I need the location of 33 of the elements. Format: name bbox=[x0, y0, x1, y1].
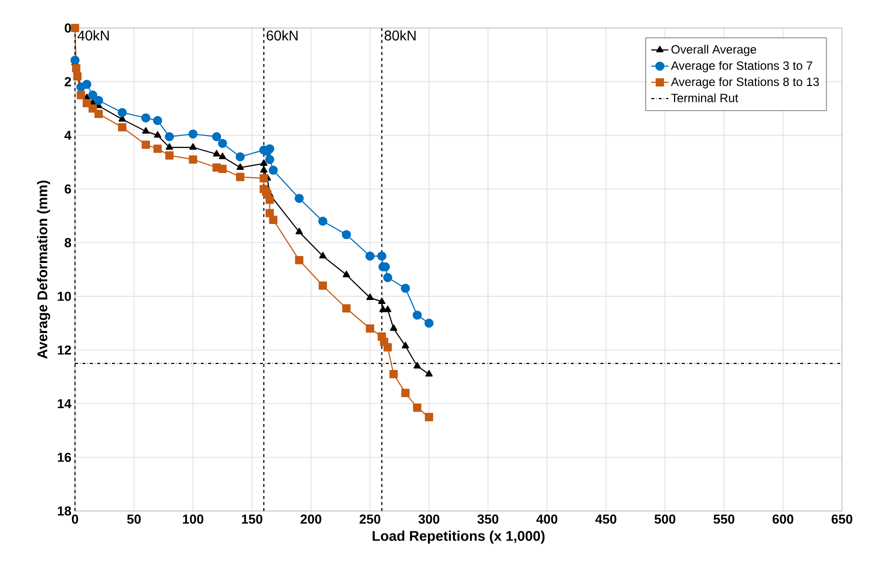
ref-line-label: 60kN bbox=[266, 30, 298, 40]
legend-label: Overall Average bbox=[671, 44, 756, 56]
x-tick-label: 450 bbox=[595, 514, 616, 524]
x-tick-label: 150 bbox=[242, 514, 262, 524]
x-tick-label: 350 bbox=[477, 514, 498, 524]
x-tick-label: 400 bbox=[536, 514, 558, 524]
ref-line-label: 80kN bbox=[384, 30, 416, 40]
y-tick-label: 4 bbox=[64, 130, 72, 140]
y-tick-label: 8 bbox=[64, 238, 72, 248]
y-axis-title: Average Deformation (mm) bbox=[37, 180, 50, 359]
y-tick-label: 0 bbox=[64, 23, 71, 33]
x-tick-label: 650 bbox=[832, 514, 852, 524]
x-tick-label: 250 bbox=[360, 514, 380, 524]
x-tick-label: 600 bbox=[772, 514, 794, 524]
ref-line-label: 40kN bbox=[78, 30, 109, 40]
legend-label: Average for Stations 8 to 13 bbox=[670, 77, 819, 88]
legend-label: Terminal Rut bbox=[671, 93, 738, 102]
y-tick-label: 18 bbox=[58, 506, 72, 516]
x-axis-title: Load Repetitions (x 1,000) bbox=[372, 530, 545, 544]
x-tick-label: 550 bbox=[714, 514, 734, 524]
legend-label: Average for Stations 3 to 7 bbox=[670, 61, 812, 72]
x-tick-label: 0 bbox=[72, 514, 78, 524]
x-tick-label: 50 bbox=[127, 514, 141, 524]
y-tick-label: 14 bbox=[58, 399, 72, 408]
y-tick-label: 10 bbox=[58, 292, 71, 301]
x-tick-label: 100 bbox=[182, 514, 204, 524]
y-tick-label: 6 bbox=[64, 184, 72, 194]
y-tick-label: 16 bbox=[58, 452, 72, 462]
y-tick-label: 2 bbox=[64, 77, 71, 86]
y-tick-label: 12 bbox=[58, 345, 71, 355]
x-tick-label: 300 bbox=[418, 514, 440, 524]
x-tick-label: 500 bbox=[654, 514, 676, 524]
x-tick-label: 200 bbox=[300, 514, 322, 524]
